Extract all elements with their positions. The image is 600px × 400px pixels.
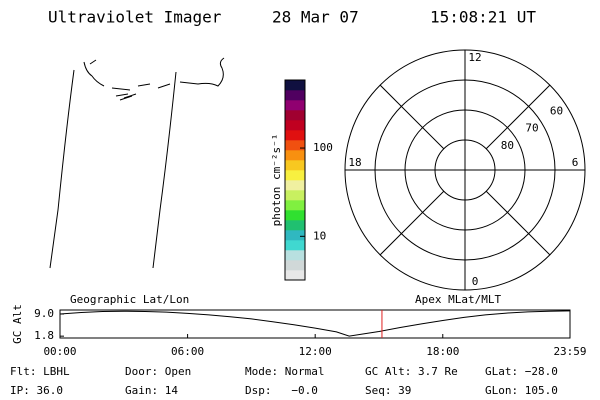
date: 28 Mar 07 bbox=[272, 8, 359, 27]
colorbar-band bbox=[285, 100, 305, 111]
polar-spoke bbox=[485, 190, 551, 256]
colorbar-label: photon cm⁻²s⁻¹ bbox=[270, 134, 283, 227]
colorbar-band bbox=[285, 150, 305, 161]
colorbar-frame bbox=[284, 79, 306, 281]
info-text: GC Alt: 3.7 Re bbox=[365, 365, 458, 378]
colorbar-band bbox=[285, 200, 305, 211]
info-text: Flt: LBHL bbox=[10, 365, 70, 378]
colorbar-band bbox=[285, 130, 305, 141]
instrument: Ultraviolet Imager bbox=[48, 8, 222, 27]
x-tick-label: 00:00 bbox=[43, 345, 76, 358]
colorbar-tick-label: 10 bbox=[313, 229, 326, 242]
x-tick-label: 18:00 bbox=[426, 345, 459, 358]
map bbox=[49, 57, 225, 269]
colorbar-band bbox=[285, 110, 305, 121]
colorbar-band bbox=[285, 270, 305, 281]
polar-label: Apex MLat/MLT bbox=[415, 293, 501, 306]
colorbar-band bbox=[285, 120, 305, 131]
y-axis-label: GC Alt bbox=[11, 304, 24, 344]
polar-ring-label: 70 bbox=[525, 122, 538, 135]
colorbar-band bbox=[285, 80, 305, 91]
x-tick-label: 23:59 bbox=[553, 345, 586, 358]
colorbar-band bbox=[285, 180, 305, 191]
info-text: Mode: Normal bbox=[245, 365, 324, 378]
info-text: GLat: −28.0 bbox=[485, 365, 558, 378]
map-label: Geographic Lat/Lon bbox=[70, 293, 189, 306]
colorbar-band bbox=[285, 160, 305, 171]
y-tick-label: 1.8 bbox=[34, 329, 54, 342]
altitude-line bbox=[59, 310, 571, 337]
x-tick-label: 12:00 bbox=[299, 345, 332, 358]
y-tick-label: 9.0 bbox=[34, 307, 54, 320]
polar-mlt-label: 12 bbox=[468, 51, 481, 64]
polar-spoke bbox=[379, 84, 445, 150]
colorbar-band bbox=[285, 210, 305, 221]
polar-mlt-label: 18 bbox=[348, 156, 361, 169]
polar-mlt-label: 6 bbox=[572, 156, 579, 169]
colorbar-band bbox=[285, 250, 305, 261]
x-tick-label: 06:00 bbox=[171, 345, 204, 358]
polar-ring-label: 80 bbox=[501, 139, 514, 152]
polar-ring-label: 60 bbox=[550, 104, 563, 117]
info-text: Dsp: −0.0 bbox=[245, 384, 318, 397]
polar-spoke bbox=[379, 190, 445, 256]
polar-mlt-label: 0 bbox=[472, 275, 479, 288]
colorbar-band bbox=[285, 220, 305, 231]
colorbar-band bbox=[285, 230, 305, 241]
info-text: Gain: 14 bbox=[125, 384, 178, 397]
info-text: IP: 36.0 bbox=[10, 384, 63, 397]
colorbar-band bbox=[285, 170, 305, 181]
colorbar-band bbox=[285, 90, 305, 101]
colorbar-band bbox=[285, 240, 305, 251]
info-text: Door: Open bbox=[125, 365, 191, 378]
info-text: GLon: 105.0 bbox=[485, 384, 558, 397]
colorbar-band bbox=[285, 260, 305, 271]
polar-spoke bbox=[485, 84, 551, 150]
colorbar-band bbox=[285, 190, 305, 201]
colorbar-band bbox=[285, 140, 305, 151]
info-text: Seq: 39 bbox=[365, 384, 411, 397]
time: 15:08:21 UT bbox=[430, 8, 536, 27]
colorbar-tick-label: 100 bbox=[313, 141, 333, 154]
